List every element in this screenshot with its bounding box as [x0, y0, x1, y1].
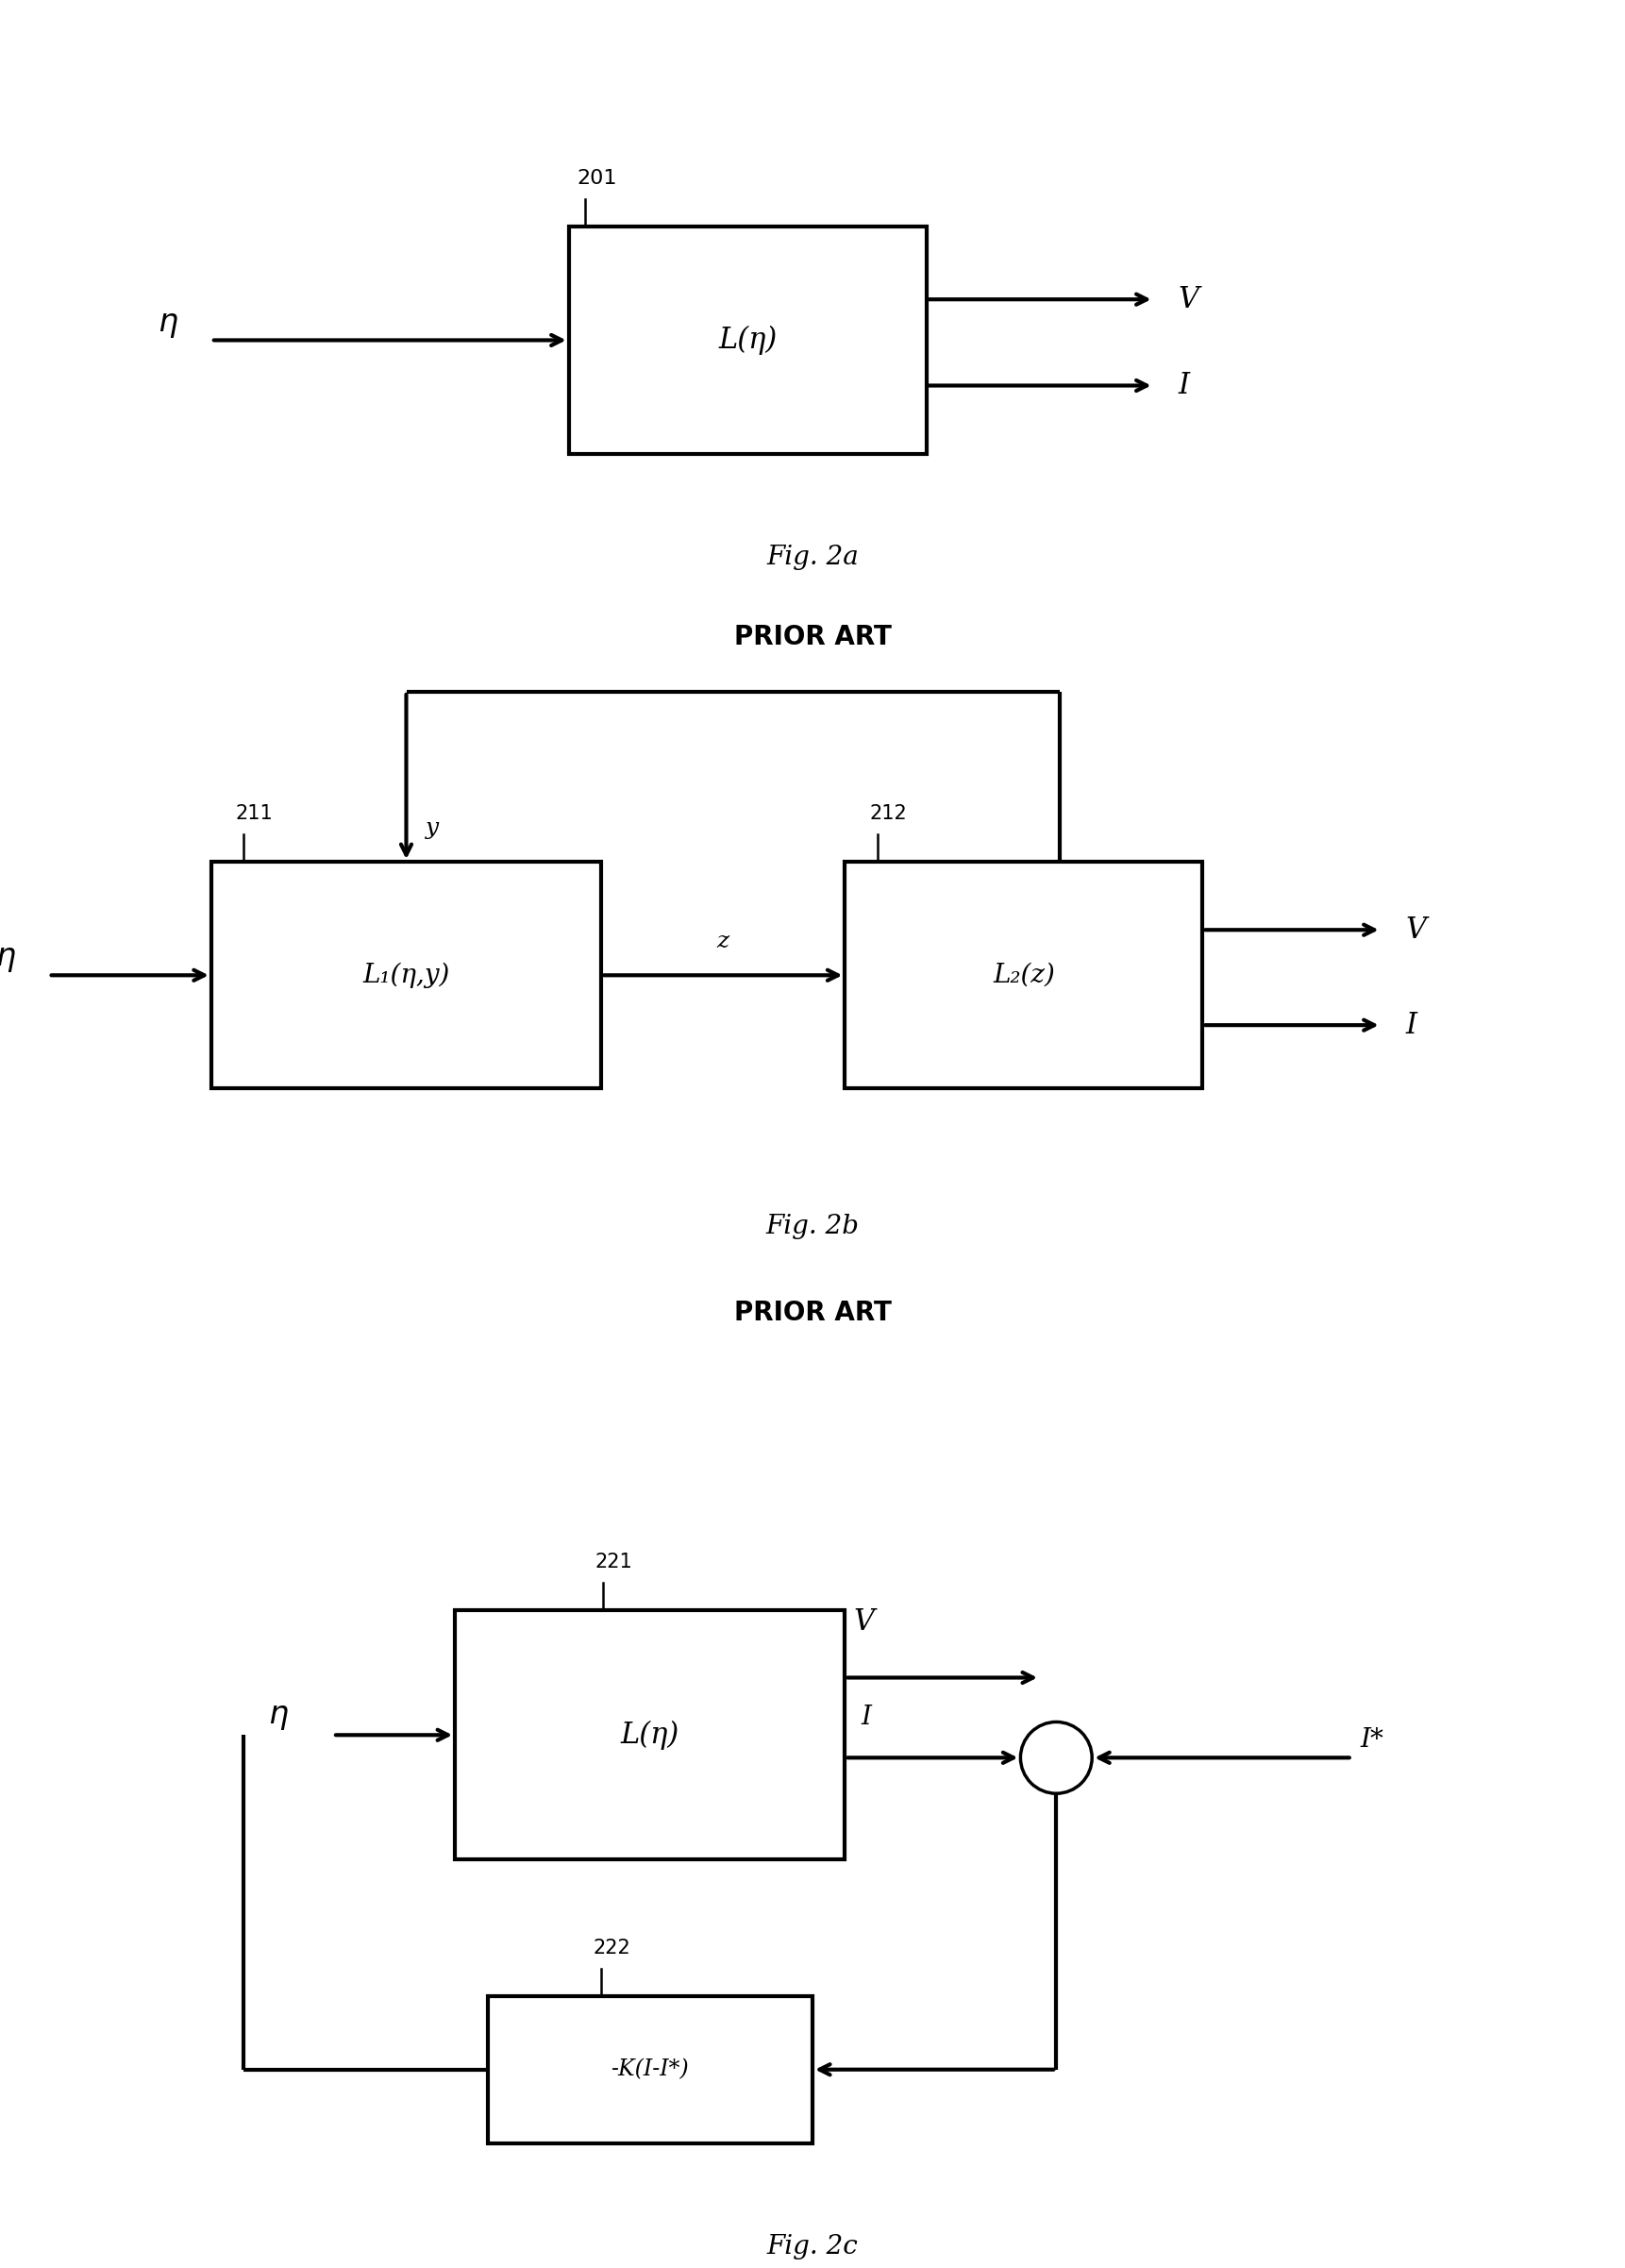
Text: V: V [1178, 286, 1199, 313]
Text: I: I [1178, 372, 1190, 399]
Text: I*: I* [1360, 1726, 1383, 1753]
Text: V: V [853, 1608, 874, 1637]
Text: PRIOR ART: PRIOR ART [735, 624, 891, 651]
Text: $\eta$: $\eta$ [158, 308, 179, 340]
Text: y: y [426, 816, 439, 839]
Text: V: V [1406, 916, 1427, 943]
Text: 211: 211 [236, 805, 273, 823]
Bar [569, 227, 926, 454]
Bar [455, 1610, 845, 1860]
Bar [845, 862, 1202, 1089]
Bar [488, 1996, 812, 2143]
Text: 201: 201 [577, 170, 618, 188]
Text: $\eta$: $\eta$ [268, 1701, 289, 1733]
Text: -K(I-I*): -K(I-I*) [611, 2059, 689, 2080]
Text: L₁(η,y): L₁(η,y) [362, 962, 450, 989]
Text: L(η): L(η) [718, 327, 777, 354]
Bar [211, 862, 601, 1089]
Text: 222: 222 [593, 1939, 630, 1957]
Text: L₂(z): L₂(z) [993, 962, 1055, 989]
Text: I: I [861, 1706, 871, 1730]
Text: L(η): L(η) [621, 1721, 679, 1749]
Text: PRIOR ART: PRIOR ART [735, 1300, 891, 1327]
Text: 221: 221 [595, 1554, 632, 1572]
Text: 212: 212 [869, 805, 907, 823]
Text: Fig. 2a: Fig. 2a [767, 544, 858, 569]
Text: I: I [1406, 1012, 1417, 1039]
Text: $\eta$: $\eta$ [0, 943, 16, 975]
Text: Fig. 2c: Fig. 2c [767, 2234, 858, 2259]
Text: z: z [717, 930, 730, 953]
Text: Fig. 2b: Fig. 2b [765, 1213, 860, 1238]
